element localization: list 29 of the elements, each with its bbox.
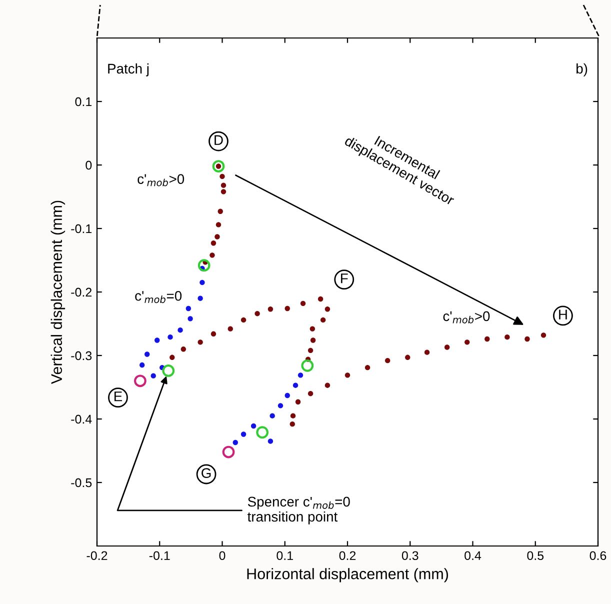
y-tick-label: -0.1 bbox=[71, 224, 92, 234]
x-tick-label: 0.6 bbox=[590, 551, 606, 560]
annotation: b) bbox=[576, 63, 588, 76]
annotation: D bbox=[214, 135, 223, 145]
x-tick-label: 0.2 bbox=[339, 551, 356, 560]
annotation: G bbox=[202, 468, 211, 478]
annotation: c'$_{mob}$=0 bbox=[135, 290, 182, 304]
annotation: H bbox=[559, 310, 567, 320]
y-axis-title: Vertical displacement (mm) bbox=[50, 200, 66, 384]
x-tick-label: 0.4 bbox=[464, 551, 482, 560]
y-tick-label: -0.3 bbox=[71, 351, 92, 360]
y-tick-label: -0.2 bbox=[71, 288, 92, 297]
y-tick-label: -0.4 bbox=[71, 414, 92, 424]
annotation: c'$_{mob}$>0 bbox=[138, 174, 184, 186]
x-axis-title: Horizontal displacement (mm) bbox=[247, 568, 448, 582]
annotation: E bbox=[114, 392, 122, 402]
y-tick-label: 0 bbox=[86, 160, 92, 170]
y-tick-label: 0.1 bbox=[75, 97, 92, 106]
y-tick-label: -0.5 bbox=[71, 478, 92, 488]
annotation: Spencer c'$_{mob}$=0 transition point bbox=[248, 496, 350, 524]
x-tick-label: 0.3 bbox=[402, 551, 418, 560]
x-tick-label: -0.2 bbox=[86, 551, 108, 560]
x-tick-label: 0.5 bbox=[527, 551, 544, 560]
annotation: F bbox=[341, 274, 348, 284]
x-tick-label: 0.1 bbox=[276, 551, 293, 560]
x-tick-label: -0.1 bbox=[149, 551, 170, 560]
annotation: c'$_{mob}$>0 bbox=[443, 311, 490, 324]
x-tick-label: 0 bbox=[219, 551, 226, 560]
annotation: Patch j bbox=[108, 63, 149, 76]
